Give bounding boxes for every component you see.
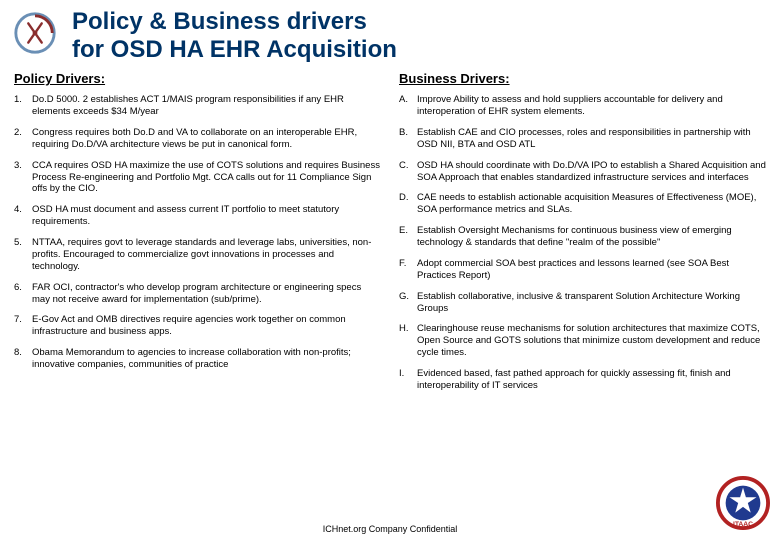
business-item: C. OSD HA should coordinate with Do.D/VA … bbox=[399, 160, 766, 184]
clearinghouse-logo-icon bbox=[12, 10, 58, 56]
list-marker: 2. bbox=[14, 127, 22, 139]
business-column: Business Drivers: A. Improve Ability to a… bbox=[399, 71, 766, 401]
policy-item-text: Obama Memorandum to agencies to increase… bbox=[32, 347, 351, 370]
list-marker: C. bbox=[399, 160, 409, 172]
policy-column: Policy Drivers: 1. Do.D 5000. 2 establish… bbox=[14, 71, 381, 401]
slide-header: Policy & Business drivers for OSD HA EHR… bbox=[0, 0, 780, 69]
list-marker: G. bbox=[399, 291, 409, 303]
business-item-text: Improve Ability to assess and hold suppl… bbox=[417, 94, 723, 117]
policy-item-text: E-Gov Act and OMB directives require age… bbox=[32, 314, 346, 337]
business-heading: Business Drivers: bbox=[399, 71, 766, 86]
business-item-text: Adopt commercial SOA best practices and … bbox=[417, 258, 729, 281]
list-marker: D. bbox=[399, 192, 409, 204]
svg-text:ITAAC: ITAAC bbox=[733, 521, 753, 528]
list-marker: 1. bbox=[14, 94, 22, 106]
list-marker: A. bbox=[399, 94, 408, 106]
business-item: H. Clearinghouse reuse mechanisms for sol… bbox=[399, 323, 766, 359]
business-item: B. Establish CAE and CIO processes, roles… bbox=[399, 127, 766, 151]
policy-item: 5. NTTAA, requires govt to leverage stand… bbox=[14, 237, 381, 273]
business-item-text: Establish collaborative, inclusive & tra… bbox=[417, 291, 740, 314]
list-marker: 4. bbox=[14, 204, 22, 216]
slide-title: Policy & Business drivers for OSD HA EHR… bbox=[72, 8, 397, 63]
list-marker: F. bbox=[399, 258, 406, 270]
list-marker: 7. bbox=[14, 314, 22, 326]
policy-item: 2. Congress requires both Do.D and VA to … bbox=[14, 127, 381, 151]
business-item: G. Establish collaborative, inclusive & t… bbox=[399, 291, 766, 315]
content-columns: Policy Drivers: 1. Do.D 5000. 2 establish… bbox=[0, 69, 780, 401]
list-marker: B. bbox=[399, 127, 408, 139]
policy-item: 4. OSD HA must document and assess curren… bbox=[14, 204, 381, 228]
list-marker: 5. bbox=[14, 237, 22, 249]
business-item-text: OSD HA should coordinate with Do.D/VA IP… bbox=[417, 160, 766, 183]
business-item: I. Evidenced based, fast pathed approach … bbox=[399, 368, 766, 392]
business-item-text: Clearinghouse reuse mechanisms for solut… bbox=[417, 323, 760, 358]
business-item-text: Establish CAE and CIO processes, roles a… bbox=[417, 127, 751, 150]
policy-item-text: FAR OCI, contractor's who develop progra… bbox=[32, 282, 361, 305]
policy-item: 6. FAR OCI, contractor's who develop prog… bbox=[14, 282, 381, 306]
policy-item-text: OSD HA must document and assess current … bbox=[32, 204, 339, 227]
title-line-1: Policy & Business drivers bbox=[72, 8, 397, 36]
business-item: E. Establish Oversight Mechanisms for con… bbox=[399, 225, 766, 249]
list-marker: 6. bbox=[14, 282, 22, 294]
list-marker: 3. bbox=[14, 160, 22, 172]
business-item: D. CAE needs to establish actionable acqu… bbox=[399, 192, 766, 216]
footer-text: ICHnet.org Company Confidential bbox=[0, 524, 780, 534]
list-marker: I. bbox=[399, 368, 404, 380]
list-marker: 8. bbox=[14, 347, 22, 359]
policy-item: 3. CCA requires OSD HA maximize the use o… bbox=[14, 160, 381, 196]
policy-item: 7. E-Gov Act and OMB directives require a… bbox=[14, 314, 381, 338]
policy-item-text: Congress requires both Do.D and VA to co… bbox=[32, 127, 357, 150]
business-list: A. Improve Ability to assess and hold sup… bbox=[399, 94, 766, 392]
policy-item-text: NTTAA, requires govt to leverage standar… bbox=[32, 237, 371, 272]
business-item: F. Adopt commercial SOA best practices an… bbox=[399, 258, 766, 282]
policy-heading: Policy Drivers: bbox=[14, 71, 381, 86]
title-line-2: for OSD HA EHR Acquisition bbox=[72, 36, 397, 64]
business-item-text: Establish Oversight Mechanisms for conti… bbox=[417, 225, 732, 248]
business-item-text: CAE needs to establish actionable acquis… bbox=[417, 192, 756, 215]
business-item-text: Evidenced based, fast pathed approach fo… bbox=[417, 368, 731, 391]
policy-item: 1. Do.D 5000. 2 establishes ACT 1/MAIS pr… bbox=[14, 94, 381, 118]
policy-list: 1. Do.D 5000. 2 establishes ACT 1/MAIS pr… bbox=[14, 94, 381, 371]
business-item: A. Improve Ability to assess and hold sup… bbox=[399, 94, 766, 118]
list-marker: E. bbox=[399, 225, 408, 237]
policy-item: 8. Obama Memorandum to agencies to increa… bbox=[14, 347, 381, 371]
policy-item-text: Do.D 5000. 2 establishes ACT 1/MAIS prog… bbox=[32, 94, 344, 117]
itaac-logo-icon: ITAAC bbox=[716, 476, 770, 530]
policy-item-text: CCA requires OSD HA maximize the use of … bbox=[32, 160, 380, 195]
list-marker: H. bbox=[399, 323, 409, 335]
